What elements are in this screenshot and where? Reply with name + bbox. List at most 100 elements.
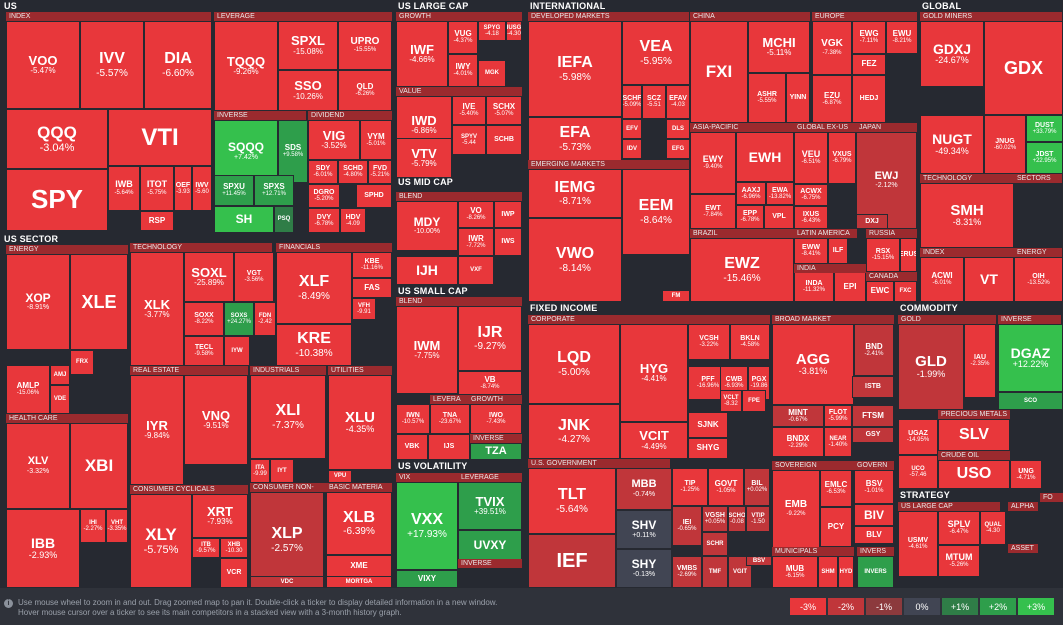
ticker-tile-invers[interactable]: INVERS [857, 556, 894, 588]
ticker-tile-vt[interactable]: VT [964, 257, 1014, 302]
ticker-tile-gsy[interactable]: GSY [852, 427, 894, 443]
ticker-tile-iwn[interactable]: IWN -10.57% [396, 404, 430, 434]
ticker-tile-xli[interactable]: XLI -7.37% [250, 375, 326, 459]
ticker-tile-frx[interactable]: FRX [70, 350, 94, 375]
ticker-tile-acwx[interactable]: ACWX -6.75% [794, 184, 828, 206]
ticker-tile-ihi[interactable]: IHI -2.27% [80, 509, 106, 543]
ticker-tile-jnk[interactable]: JNK -4.27% [528, 404, 620, 459]
ticker-tile-efa[interactable]: EFA -5.73% [528, 117, 622, 161]
ticker-tile-emlc[interactable]: EMLC -6.53% [820, 470, 852, 507]
ticker-tile-dvy[interactable]: DVY -6.78% [308, 208, 340, 233]
ticker-tile-ewc[interactable]: EWC [866, 281, 894, 302]
ticker-tile-dls[interactable]: DLS [666, 119, 690, 139]
ticker-tile-tmf[interactable]: TMF [702, 556, 728, 588]
ticker-tile-vpl[interactable]: VPL [764, 205, 794, 229]
ticker-tile-efg[interactable]: EFG [666, 139, 690, 159]
ticker-tile-xme[interactable]: XME [326, 555, 392, 578]
ticker-tile-mbb[interactable]: MBB -0.74% [616, 468, 672, 510]
ticker-tile-dgro[interactable]: DGRO -5.20% [308, 184, 340, 208]
ticker-tile-iwr[interactable]: IWR -7.72% [458, 228, 494, 256]
ticker-tile-rsp[interactable]: RSP [140, 211, 174, 231]
ticker-tile-ewt[interactable]: EWT -7.84% [690, 194, 736, 229]
ticker-tile-vea[interactable]: VEA -5.95% [622, 21, 690, 85]
ticker-tile-gdxj[interactable]: GDXJ -24.67% [920, 21, 984, 87]
ticker-tile-aaxj[interactable]: AAXJ -6.96% [736, 182, 766, 205]
ticker-tile-tip[interactable]: TIP -1.25% [672, 468, 708, 506]
ticker-tile-qqq[interactable]: QQQ -3.04% [6, 109, 108, 169]
ticker-tile-iei[interactable]: IEI -0.65% [672, 506, 702, 546]
ticker-tile-amlp[interactable]: AMLP -15.06% [6, 365, 50, 414]
ticker-tile-vdc[interactable]: VDC [250, 576, 324, 588]
ticker-tile-iyt[interactable]: IYT [270, 459, 294, 483]
ticker-tile-oih[interactable]: OIH -13.52% [1014, 257, 1063, 302]
ticker-tile-shm[interactable]: SHM [818, 556, 838, 588]
ticker-tile-iws[interactable]: IWS [494, 228, 522, 256]
ticker-tile-uvxy[interactable]: UVXY [458, 530, 522, 560]
ticker-tile-iwb[interactable]: IWB -5.64% [108, 166, 140, 211]
ticker-tile-psq[interactable]: PSQ [274, 206, 294, 233]
ticker-tile-ijs[interactable]: IJS [428, 434, 470, 460]
ticker-tile-blv[interactable]: BLV [854, 526, 894, 544]
ticker-tile-erus[interactable]: ERUS [900, 238, 917, 272]
ticker-tile-tvix[interactable]: TVIX +39.51% [458, 482, 522, 530]
ticker-tile-kre[interactable]: KRE -10.38% [276, 324, 352, 366]
ticker-tile-mub[interactable]: MUB -6.15% [772, 556, 818, 588]
ticker-tile-ewh[interactable]: EWH [736, 132, 794, 182]
ticker-tile-vpu[interactable]: VPU [328, 470, 352, 483]
ticker-tile-vgt[interactable]: VGT -3.56% [234, 252, 274, 302]
ticker-tile-gdx[interactable]: GDX [984, 21, 1063, 115]
ticker-tile-vcit[interactable]: VCIT -4.49% [620, 422, 688, 459]
ticker-tile-mgk[interactable]: MGK [478, 60, 506, 87]
ticker-tile-ewy[interactable]: EWY -9.40% [690, 132, 736, 194]
ticker-tile-lqd[interactable]: LQD -5.00% [528, 324, 620, 404]
ticker-tile-shy[interactable]: SHY -0.13% [616, 549, 672, 588]
ticker-tile-epi[interactable]: EPI [834, 272, 866, 302]
ticker-tile-itb[interactable]: ITB -9.57% [192, 538, 220, 558]
ticker-tile-ijr[interactable]: IJR -9.27% [458, 306, 522, 371]
ticker-tile-dust[interactable]: DUST +33.79% [1026, 115, 1063, 142]
ticker-tile-jnug[interactable]: JNUG -60.02% [984, 115, 1026, 174]
ticker-tile-vwo[interactable]: VWO -8.14% [528, 218, 622, 302]
ticker-tile-xlb[interactable]: XLB -6.39% [326, 492, 392, 555]
ticker-tile-vht[interactable]: VHT -3.35% [106, 509, 128, 543]
ticker-tile-uso[interactable]: USO [938, 460, 1010, 489]
ticker-tile-ewj[interactable]: EWJ -2.12% [856, 132, 917, 229]
ticker-tile-xlk[interactable]: XLK -3.77% [130, 252, 184, 366]
ticker-tile-iusg[interactable]: IUSG -4.30 [506, 21, 522, 41]
ticker-tile-xle[interactable]: XLE [70, 254, 128, 350]
ticker-tile-hedj[interactable]: HEDJ [852, 75, 886, 123]
ticker-tile-schd[interactable]: SCHD -4.80% [338, 160, 368, 184]
ticker-tile-splv[interactable]: SPLV -6.47% [938, 511, 980, 545]
ticker-tile-ewa[interactable]: EWA -13.82% [766, 182, 794, 205]
ticker-tile-mtum[interactable]: MTUM -5.26% [938, 545, 980, 577]
ticker-tile-spyg[interactable]: SPYG -4.18 [478, 21, 506, 41]
ticker-tile-emb[interactable]: EMB -9.22% [772, 470, 820, 548]
ticker-tile-upro[interactable]: UPRO -15.55% [338, 21, 392, 70]
ticker-tile-vti[interactable]: VTI [108, 109, 212, 166]
ticker-tile-xhb[interactable]: XHB -10.30 [220, 538, 248, 558]
ticker-tile-sphd[interactable]: SPHD [356, 184, 392, 208]
ticker-tile-mint[interactable]: MINT -0.67% [772, 405, 824, 427]
ticker-tile-vig[interactable]: VIG -3.52% [308, 120, 360, 160]
ticker-tile-ilf[interactable]: ILF [828, 238, 848, 264]
ticker-tile-sso[interactable]: SSO -10.26% [278, 70, 338, 111]
ticker-tile-fdn[interactable]: FDN -2.42 [254, 302, 276, 336]
ticker-tile-vcsh[interactable]: VCSH -3.22% [688, 324, 730, 360]
ticker-tile-ewz[interactable]: EWZ -15.46% [690, 238, 794, 302]
ticker-tile-spxs[interactable]: SPXS +12.71% [254, 175, 294, 206]
ticker-tile-ashr[interactable]: ASHR -5.55% [748, 73, 786, 123]
ticker-tile-ung[interactable]: UNG -4.71% [1010, 460, 1042, 489]
ticker-tile-iwy[interactable]: IWY -4.01% [448, 54, 478, 87]
ticker-tile-qld[interactable]: QLD -6.26% [338, 70, 392, 111]
ticker-tile-schb[interactable]: SCHB [486, 125, 522, 155]
ticker-tile-vclt[interactable]: VCLT -8.32 [720, 390, 742, 412]
ticker-tile-tna[interactable]: TNA -23.67% [430, 404, 470, 434]
ticker-tile-dgaz[interactable]: DGAZ +12.22% [998, 324, 1063, 392]
ticker-tile-vb[interactable]: VB -8.74% [458, 371, 522, 395]
ticker-tile-usmv[interactable]: USMV -4.61% [898, 511, 938, 577]
ticker-tile-bkln[interactable]: BKLN -4.58% [730, 324, 770, 360]
ticker-tile-xbi[interactable]: XBI [70, 423, 128, 509]
ticker-tile-ewg[interactable]: EWG -7.11% [852, 21, 886, 54]
ticker-tile-sdy[interactable]: SDY -6.01% [308, 160, 338, 184]
ticker-tile-ive[interactable]: IVE -5.40% [452, 96, 486, 125]
